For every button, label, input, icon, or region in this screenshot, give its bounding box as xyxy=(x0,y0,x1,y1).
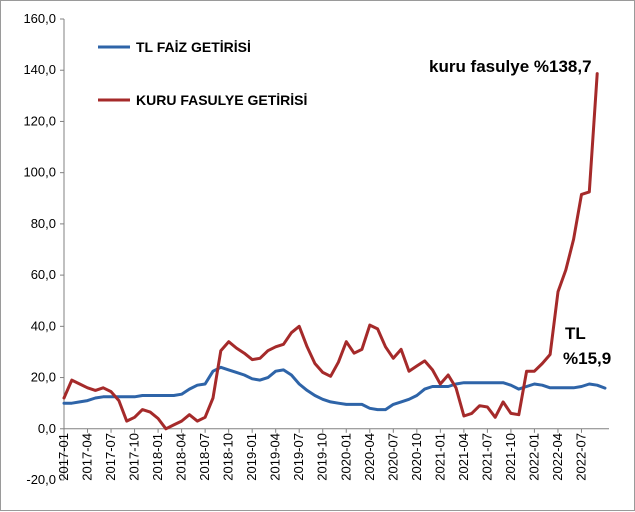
y-tick-label: 120,0 xyxy=(23,113,56,128)
x-tick-label: 2019-10 xyxy=(315,433,330,481)
y-tick-label: -20,0 xyxy=(26,472,56,487)
x-tick-label: 2020-04 xyxy=(362,433,377,481)
legend: TL FAİZ GETİRİSİ KURU FASULYE GETİRİSİ xyxy=(98,39,307,108)
x-tick-label: 2022-07 xyxy=(573,433,588,481)
x-tick-label: 2018-10 xyxy=(221,433,236,481)
x-tick-label: 2017-10 xyxy=(127,433,142,481)
legend-label-kuru-fasulye: KURU FASULYE GETİRİSİ xyxy=(136,92,307,108)
x-tick-label: 2019-07 xyxy=(291,433,306,481)
y-tick-label: 60,0 xyxy=(31,267,56,282)
y-tick-label: 160,0 xyxy=(23,11,56,26)
series-line-kuru-fasulye xyxy=(62,72,599,431)
x-tick-label: 2022-01 xyxy=(526,433,541,481)
x-tick-label: 2021-04 xyxy=(456,433,471,481)
x-tick-label: 2018-07 xyxy=(197,433,212,481)
x-tick-label: 2020-10 xyxy=(409,433,424,481)
x-tick-label: 2020-07 xyxy=(385,433,400,481)
x-tick-label: 2017-01 xyxy=(56,433,71,481)
annotations: kuru fasulye %138,7 TL %15,9 xyxy=(429,57,611,368)
x-tick-label: 2018-01 xyxy=(150,433,165,481)
y-tick-label: 0,0 xyxy=(38,421,56,436)
series-lines xyxy=(62,72,607,431)
x-tick-label: 2019-01 xyxy=(244,433,259,481)
x-tick-label: 2018-04 xyxy=(174,433,189,481)
x-tick-label: 2017-07 xyxy=(103,433,118,481)
x-tick-label: 2017-04 xyxy=(80,433,95,481)
y-tick-label: 40,0 xyxy=(31,318,56,333)
x-tick-label: 2021-01 xyxy=(432,433,447,481)
y-tick-label: 140,0 xyxy=(23,62,56,77)
x-tick-label: 2021-07 xyxy=(479,433,494,481)
x-tick-label: 2019-04 xyxy=(268,433,283,481)
y-axis-ticks: -20,0 0,0 20,0 40,0 60,0 80,0 100,0 120,0 140,0 1… xyxy=(23,11,64,487)
annotation-tl-label: TL xyxy=(565,324,586,343)
legend-label-tl-faiz: TL FAİZ GETİRİSİ xyxy=(136,39,251,55)
annotation-kuru-fasulye: kuru fasulye %138,7 xyxy=(429,57,592,76)
y-tick-label: 100,0 xyxy=(23,165,56,180)
y-tick-label: 80,0 xyxy=(31,216,56,231)
x-tick-label: 2022-04 xyxy=(550,433,565,481)
x-axis-ticks: 2017-01 2017-04 2017-07 2017-10 2018-01 2018-… xyxy=(56,428,588,481)
annotation-tl-value: %15,9 xyxy=(563,349,611,368)
x-tick-label: 2020-01 xyxy=(338,433,353,481)
series-line-tl-faiz xyxy=(62,365,607,412)
x-tick-label: 2021-10 xyxy=(503,433,518,481)
y-tick-label: 20,0 xyxy=(31,370,56,385)
